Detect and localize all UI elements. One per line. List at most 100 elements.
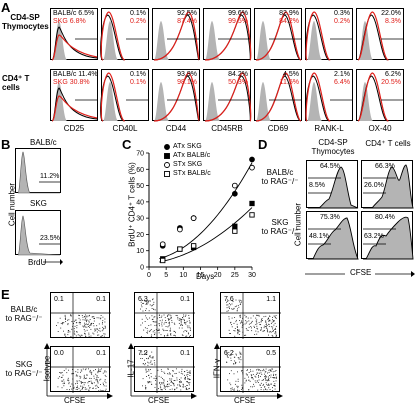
panel-e-upper-left-value: 0.1 [54, 296, 64, 303]
panel-b-skg-histogram: 23.5% [15, 210, 61, 256]
skg-curve [357, 72, 389, 122]
panel-a-row2-label: CD4⁺ T cells [2, 74, 30, 92]
y-tick-label: 70 [136, 151, 144, 158]
y-tick-label: 20 [136, 232, 144, 239]
stx-balb-c-point [177, 246, 183, 252]
skg-curve [204, 11, 252, 61]
skg-curve [305, 72, 331, 122]
marker-label-rank-l: RANK-L [314, 124, 344, 133]
panel-letter-b: B [1, 137, 11, 152]
panel-a-hist-ox-40-row2 [356, 69, 404, 122]
panel-letter-d: D [258, 137, 268, 152]
panel-d-hist-r2c1 [306, 211, 359, 260]
skg-curve [204, 72, 252, 122]
balbc-value: 92.5% [177, 10, 197, 17]
skg-value: 8.3% [385, 18, 401, 25]
panel-a-hist-rank-l-row1 [305, 8, 353, 61]
panel-e-dotplot-r1-isotype [50, 292, 111, 339]
panel-e-xlabel: CFSE [64, 396, 86, 405]
panel-d-upper-value: 75.3% [320, 214, 340, 221]
stx-balb-c-point [160, 257, 166, 264]
stx-skg-point [231, 182, 238, 189]
panel-d-col2-label: CD4⁺ T cells [365, 139, 411, 148]
panel-a-hist-cd44-row2 [152, 69, 200, 122]
panel-b-skg-label: SKG [30, 199, 47, 208]
balbc-value: 4.5% [283, 71, 299, 78]
legend-label: STx BALB/c [173, 170, 211, 177]
legend-balbc: BALB/c 6.5% [53, 10, 95, 17]
event-cloud [140, 351, 191, 391]
balbc-value: 6.2% [385, 71, 401, 78]
atx-balb-c-point [249, 200, 255, 207]
cfse-histogram [308, 217, 359, 260]
legend-item: ATx SKG [163, 143, 233, 152]
stx-skg-point [177, 226, 183, 233]
balbc-value: 84.2% [228, 71, 248, 78]
skg-curve [51, 34, 98, 61]
legend-item: STx BALB/c [163, 170, 233, 179]
isotype-fill [307, 82, 322, 121]
panel-a-hist-cd40l-row1 [100, 8, 149, 61]
panel-b-balbc-label: BALB/c [30, 138, 57, 147]
atx-balb-c-point [232, 223, 238, 229]
panel-letter-e: E [1, 287, 10, 302]
skg-fit-line [159, 162, 253, 260]
panel-a-hist-cd45rb-row2 [203, 69, 252, 122]
x-tick-label: 15 [197, 272, 205, 279]
atx-skg-point [249, 156, 255, 163]
panel-e-upper-left-value: 6.2 [224, 350, 234, 357]
skg-curve [100, 11, 126, 61]
panel-d-hist-r1c1 [306, 160, 359, 209]
legend-skg: SKG 30.8% [53, 79, 90, 86]
panel-e-axis-arrows [214, 343, 283, 399]
panel-b-ylabel: Cell number [7, 182, 17, 227]
panel-c-xlabel: Days [196, 272, 215, 281]
y-tick-label: 30 [136, 216, 144, 223]
x-tick-label: 25 [231, 272, 239, 279]
stx-skg-point [190, 215, 197, 221]
skg-value: 84.2% [279, 18, 299, 25]
skg-value: 99.5% [228, 18, 248, 25]
panel-e-upper-right-value: 0.1 [96, 296, 106, 303]
y-tick-label: 60 [136, 167, 144, 174]
marker-label-cd40l: CD40L [112, 124, 138, 133]
panel-a-hist-ox-40-row1 [356, 8, 404, 61]
marker-label-cd25: CD25 [63, 124, 85, 133]
panel-d-x-arrow [305, 271, 415, 277]
skg-value: 20.5% [381, 79, 401, 86]
balbc-value: 0.1% [130, 71, 146, 78]
marker-label-cd44: CD44 [165, 124, 187, 133]
skg-curve [305, 11, 331, 61]
panel-e-upper-right-value: 0.1 [180, 296, 190, 303]
event-cloud [226, 351, 277, 392]
cfse-histogram [363, 164, 414, 209]
legend-marker [164, 144, 170, 150]
x-tick-label: 10 [179, 272, 187, 279]
balbc-fit-line [159, 207, 253, 263]
balbc-value: 0.1% [130, 10, 146, 17]
stx-skg-point [249, 164, 255, 171]
balbc-value: 22.0% [381, 10, 401, 17]
x-tick-label: 30 [248, 272, 256, 279]
skg-curve [357, 11, 389, 61]
panel-e-dotplot-r1-il-17 [134, 292, 195, 339]
panel-d-upper-value: 64.5% [320, 163, 340, 170]
balbc-value: 93.9% [177, 71, 197, 78]
panel-d-col1-label: CD4-SP Thymocytes [311, 138, 355, 156]
x-tick-label: 0 [147, 272, 151, 279]
panel-letter-a: A [1, 0, 11, 15]
panel-e-upper-left-value: 6.3 [138, 296, 148, 303]
balbc-value: 2.1% [334, 71, 350, 78]
legend-balbc: BALB/c 11.4% [53, 71, 98, 78]
panel-a-hist-cd44-row1 [152, 8, 200, 61]
isotype-fill [256, 82, 271, 121]
panel-e-upper-left-value: 0.0 [54, 350, 64, 357]
panel-e-axis-arrows [44, 343, 113, 399]
event-cloud [226, 299, 277, 337]
legend-item: STx SKG [163, 161, 233, 170]
atx-skg-point [231, 190, 238, 197]
panel-a-hist-cd25-row1 [50, 8, 98, 61]
y-tick-label: 10 [136, 248, 144, 255]
stx-skg-point [159, 241, 166, 248]
panel-d-upper-value: 66.3% [375, 163, 395, 170]
